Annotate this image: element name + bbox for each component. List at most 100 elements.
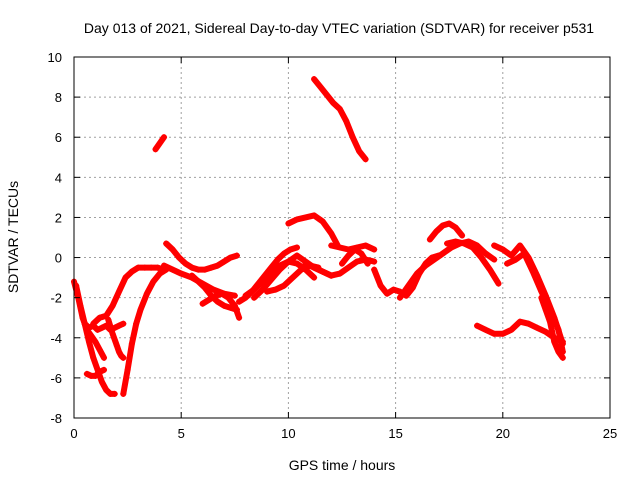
data-point [101, 354, 108, 361]
data-point [135, 264, 142, 271]
data-point [116, 288, 123, 295]
data-series [71, 76, 566, 397]
data-point [268, 276, 275, 283]
data-point [227, 254, 234, 261]
data-point [495, 280, 502, 287]
data-point [103, 386, 110, 393]
data-point [96, 368, 103, 375]
data-point [233, 252, 240, 259]
data-point [328, 272, 335, 279]
data-point [94, 326, 101, 333]
data-point [525, 320, 532, 327]
data-point [120, 354, 127, 361]
data-point [482, 250, 489, 257]
data-point [555, 326, 562, 333]
data-point [251, 286, 258, 293]
data-point [231, 292, 238, 299]
plot-frame [73, 56, 611, 419]
data-point [293, 252, 300, 259]
x-axis-label: GPS time / hours [289, 457, 396, 473]
data-point [414, 270, 421, 277]
data-point [137, 306, 144, 313]
y-tick-label: -6 [50, 371, 62, 386]
data-point [231, 302, 238, 309]
data-point [422, 262, 429, 269]
data-point [371, 266, 378, 273]
data-point [81, 320, 88, 327]
x-tick-label: 0 [70, 426, 77, 441]
data-point [293, 244, 300, 251]
data-point [491, 242, 498, 249]
data-point [311, 212, 318, 219]
data-point [409, 284, 416, 291]
y-tick-label: -4 [50, 331, 62, 346]
chart-title: Day 013 of 2021, Sidereal Day-to-day VTE… [84, 20, 594, 36]
x-tick-label: 20 [496, 426, 510, 441]
data-point [444, 240, 451, 247]
data-point [281, 282, 288, 289]
data-point [461, 240, 468, 247]
data-point [351, 246, 358, 253]
data-point [302, 214, 309, 221]
data-point [293, 260, 300, 267]
data-point [285, 220, 292, 227]
data-point [109, 330, 116, 337]
data-point [328, 242, 335, 249]
data-point [364, 260, 371, 267]
data-point [263, 288, 270, 295]
data-point [345, 252, 352, 259]
data-point [199, 300, 206, 307]
data-point [96, 346, 103, 353]
x-tick-label: 10 [281, 426, 295, 441]
series-line [538, 294, 566, 361]
data-point [212, 292, 219, 299]
series-arc8 [152, 134, 168, 153]
data-point [336, 270, 343, 277]
data-point [452, 238, 459, 245]
data-point [396, 294, 403, 301]
data-point [439, 250, 446, 257]
data-point [101, 366, 108, 373]
data-point [339, 260, 345, 267]
data-point [319, 218, 326, 225]
y-tick-label: 4 [55, 170, 62, 185]
series-arc9 [163, 240, 240, 273]
data-point [90, 320, 97, 327]
data-point [236, 314, 243, 321]
data-point [116, 322, 123, 329]
data-point [143, 290, 150, 297]
data-point [169, 266, 176, 273]
data-point [542, 306, 549, 313]
series-arc25 [444, 238, 502, 287]
data-point [188, 272, 195, 279]
y-tick-label: 0 [55, 251, 62, 266]
data-point [128, 268, 135, 275]
series-arc18 [311, 76, 369, 163]
data-point [281, 250, 288, 257]
data-point [236, 298, 243, 305]
data-point [77, 302, 84, 309]
data-point [156, 270, 163, 277]
data-point [141, 264, 148, 271]
data-point [201, 284, 208, 291]
data-point [251, 294, 258, 301]
data-point [371, 246, 378, 253]
data-point [529, 268, 536, 275]
data-point [546, 318, 553, 325]
data-point [330, 100, 337, 107]
y-tick-label: -2 [50, 291, 62, 306]
data-point [298, 266, 305, 273]
series-arc24 [426, 220, 466, 243]
data-point [390, 286, 397, 293]
data-point [92, 338, 99, 345]
data-point [328, 230, 335, 237]
data-point [499, 246, 506, 253]
series-arc12 [199, 290, 243, 321]
data-point [156, 140, 163, 147]
data-point [474, 322, 481, 329]
data-point [182, 260, 189, 267]
data-point [98, 378, 105, 385]
data-point [512, 256, 519, 263]
data-point [542, 328, 549, 335]
data-point [113, 342, 120, 349]
